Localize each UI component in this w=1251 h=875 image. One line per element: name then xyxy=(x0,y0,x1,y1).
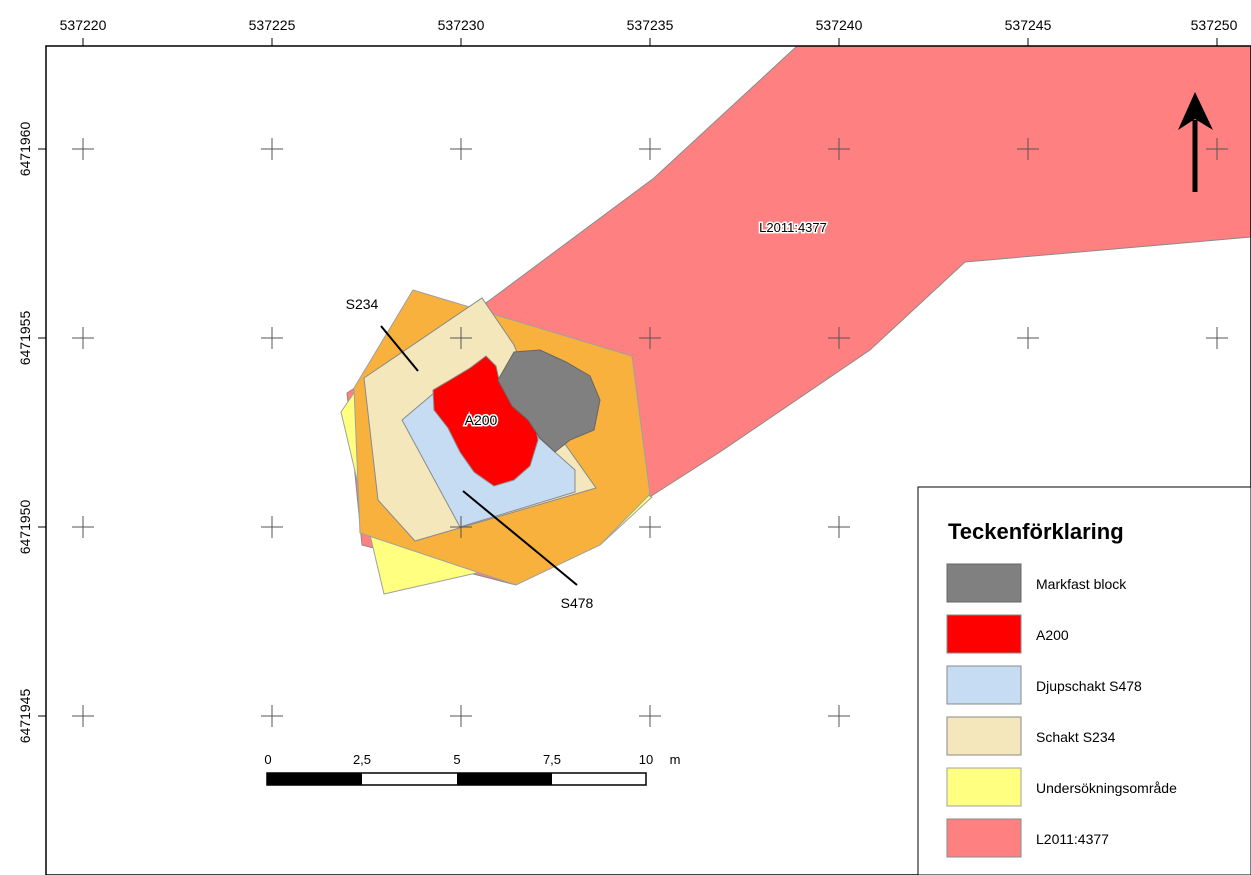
scale-label: 0 xyxy=(264,752,271,767)
x-tick-label: 537225 xyxy=(249,17,296,33)
grid-crosses xyxy=(72,138,1228,727)
legend-item-label: Schakt S234 xyxy=(1036,729,1116,745)
scale-label: 7,5 xyxy=(543,752,561,767)
a200-label: A200 xyxy=(465,412,498,428)
legend-item-label: Djupschakt S478 xyxy=(1036,678,1142,694)
l2011-label: L2011:4377 xyxy=(759,220,827,235)
legend-swatch xyxy=(946,716,1022,756)
legend-swatch xyxy=(946,563,1022,603)
s234-leader-line xyxy=(380,325,419,372)
scale-unit: m xyxy=(670,752,681,767)
x-axis-labels: 537220 537225 537230 537235 537240 53724… xyxy=(60,17,1238,33)
legend-item-label: Undersökningsområde xyxy=(1036,780,1177,796)
a200-polygon xyxy=(432,355,539,487)
map-frame xyxy=(45,45,1251,875)
scale-label: 5 xyxy=(453,752,460,767)
legend-swatch xyxy=(946,767,1022,807)
s478-leader-line xyxy=(462,490,578,586)
y-axis-labels: 6471960 6471955 6471950 6471945 xyxy=(17,122,33,744)
scale-label: 10 xyxy=(639,752,653,767)
scale-label: 2,5 xyxy=(353,752,371,767)
markfast-block-polygon xyxy=(497,349,601,453)
legend-swatch xyxy=(946,614,1022,654)
y-tick-label: 6471945 xyxy=(17,689,33,744)
y-tick-label: 6471955 xyxy=(17,311,33,366)
legend-item-label: Markfast block xyxy=(1036,576,1127,592)
y-tick-label: 6471960 xyxy=(17,122,33,177)
scale-bar-segment xyxy=(267,773,362,785)
legend-swatch xyxy=(946,665,1022,705)
y-tick-label: 6471950 xyxy=(17,500,33,555)
legend-title: Teckenförklaring xyxy=(948,519,1124,544)
x-tick-label: 537230 xyxy=(438,17,485,33)
north-arrow-icon xyxy=(1178,92,1213,192)
legend-item-label: L2011:4377 xyxy=(1036,831,1109,847)
scale-bar: 0 2,5 5 7,5 10 m xyxy=(264,752,681,786)
legend-item-label: A200 xyxy=(1036,627,1069,643)
legend-swatch xyxy=(946,818,1022,858)
x-tick-label: 537235 xyxy=(627,17,674,33)
x-tick-label: 537250 xyxy=(1191,17,1238,33)
s478-label: S478 xyxy=(561,595,594,611)
x-tick-label: 537220 xyxy=(60,17,107,33)
frame-ticks xyxy=(38,38,1218,717)
s234-label: S234 xyxy=(346,296,379,312)
legend: Teckenförklaring Markfast block A200 Dju… xyxy=(917,486,1251,875)
x-tick-label: 537240 xyxy=(816,17,863,33)
scale-bar-segment xyxy=(457,773,552,785)
x-tick-label: 537245 xyxy=(1005,17,1052,33)
